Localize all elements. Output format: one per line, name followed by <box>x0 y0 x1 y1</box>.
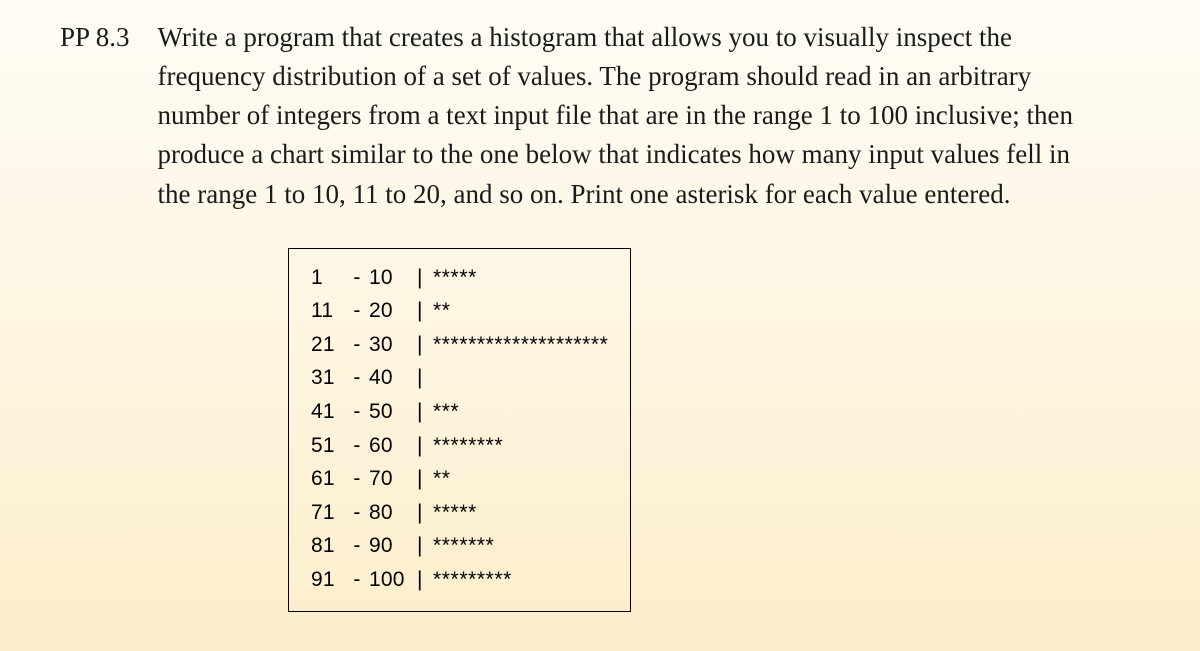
separator-pipe: | <box>417 328 433 362</box>
range-high: 70 <box>369 462 417 496</box>
separator-pipe: | <box>417 395 433 429</box>
range-dash: - <box>345 261 369 295</box>
range-high: 40 <box>369 361 417 395</box>
range-low: 11 <box>311 294 345 328</box>
histogram-stars: ** <box>433 294 451 328</box>
range-low: 61 <box>311 462 345 496</box>
separator-pipe: | <box>417 261 433 295</box>
histogram-stars: ******* <box>433 529 494 563</box>
histogram-stars: ********* <box>433 563 512 597</box>
histogram-row: 1-10|***** <box>311 261 608 295</box>
histogram-row: 31-40| <box>311 361 608 395</box>
exercise-prompt: Write a program that creates a histogram… <box>158 18 1088 214</box>
histogram-row: 51-60|******** <box>311 429 608 463</box>
range-high: 60 <box>369 429 417 463</box>
histogram-row: 41-50|*** <box>311 395 608 429</box>
range-dash: - <box>345 563 369 597</box>
range-high: 80 <box>369 496 417 530</box>
range-dash: - <box>345 496 369 530</box>
range-dash: - <box>345 529 369 563</box>
histogram-stars: ******** <box>433 429 503 463</box>
separator-pipe: | <box>417 529 433 563</box>
histogram-stars: ***** <box>433 261 477 295</box>
histogram-row: 71-80|***** <box>311 496 608 530</box>
histogram-row: 11-20|** <box>311 294 608 328</box>
separator-pipe: | <box>417 361 433 395</box>
range-dash: - <box>345 361 369 395</box>
range-low: 31 <box>311 361 345 395</box>
range-low: 21 <box>311 328 345 362</box>
separator-pipe: | <box>417 563 433 597</box>
range-high: 20 <box>369 294 417 328</box>
range-low: 41 <box>311 395 345 429</box>
exercise-label: PP 8.3 <box>60 18 130 53</box>
histogram-stars: ** <box>433 462 451 496</box>
histogram-row: 21-30|******************** <box>311 328 608 362</box>
range-dash: - <box>345 395 369 429</box>
chart-container: 1-10|*****11-20|**21-30|****************… <box>288 248 1140 612</box>
separator-pipe: | <box>417 496 433 530</box>
histogram-stars: ***** <box>433 496 477 530</box>
range-high: 10 <box>369 261 417 295</box>
histogram-row: 61-70|** <box>311 462 608 496</box>
range-low: 81 <box>311 529 345 563</box>
range-dash: - <box>345 462 369 496</box>
histogram-stars: ******************** <box>433 328 608 362</box>
histogram-chart: 1-10|*****11-20|**21-30|****************… <box>288 248 631 612</box>
range-dash: - <box>345 328 369 362</box>
exercise-block: PP 8.3 Write a program that creates a hi… <box>60 18 1140 214</box>
range-low: 51 <box>311 429 345 463</box>
range-low: 91 <box>311 563 345 597</box>
page: PP 8.3 Write a program that creates a hi… <box>0 0 1200 651</box>
separator-pipe: | <box>417 462 433 496</box>
range-high: 30 <box>369 328 417 362</box>
range-dash: - <box>345 429 369 463</box>
range-dash: - <box>345 294 369 328</box>
range-high: 50 <box>369 395 417 429</box>
range-low: 1 <box>311 261 345 295</box>
histogram-stars: *** <box>433 395 459 429</box>
separator-pipe: | <box>417 294 433 328</box>
histogram-row: 81-90|******* <box>311 529 608 563</box>
range-high: 90 <box>369 529 417 563</box>
range-high: 100 <box>369 563 417 597</box>
histogram-row: 91-100|********* <box>311 563 608 597</box>
separator-pipe: | <box>417 429 433 463</box>
range-low: 71 <box>311 496 345 530</box>
